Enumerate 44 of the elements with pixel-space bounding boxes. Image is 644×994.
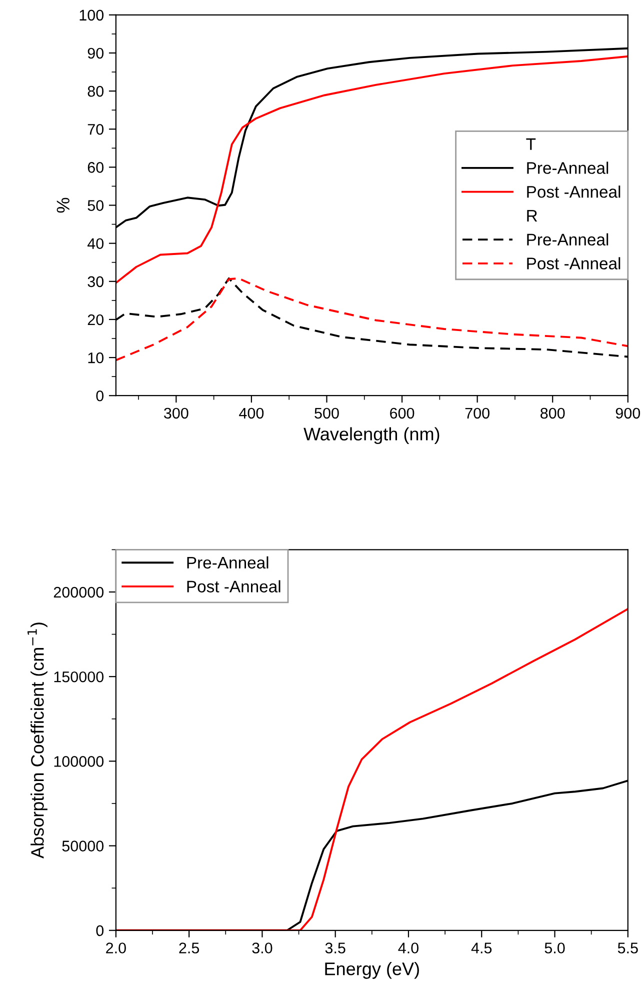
x-tick-label: 5.0: [544, 942, 565, 954]
legend-label: Post -Anneal: [527, 186, 620, 198]
y-tick-label: 150000: [54, 671, 104, 682]
y-tick-label: 70: [88, 124, 104, 135]
y-tick-label: 30: [88, 276, 104, 288]
y-tick-label: 0: [96, 925, 104, 936]
x-tick-label: 4.5: [471, 942, 492, 954]
y-tick-label: 60: [88, 162, 104, 173]
y-tick-label: 100: [80, 10, 104, 21]
y-tick-label: 50: [88, 200, 104, 211]
x-axis-title: Wavelength (nm): [304, 427, 440, 444]
x-tick-label: 600: [390, 408, 414, 419]
x-tick-label: 500: [314, 408, 339, 419]
y-tick-label: 10: [88, 352, 104, 364]
legend-label: Pre-Anneal: [527, 162, 608, 174]
x-tick-label: 2.5: [179, 942, 200, 954]
line-series: [116, 55, 628, 284]
annotation: R: [527, 210, 538, 222]
y-tick-label: 90: [88, 48, 104, 59]
x-tick-label: 4.0: [398, 942, 418, 954]
x-tick-label: 5.5: [618, 942, 638, 954]
x-tick-label: 2.0: [106, 942, 126, 954]
legend-label: Post -Anneal: [187, 580, 280, 592]
legend-label: Pre-Anneal: [187, 556, 268, 569]
x-tick-label: 3.0: [252, 942, 272, 954]
annotation: T: [526, 138, 536, 150]
y-tick-label: 200000: [54, 586, 104, 598]
legend-label: Pre-Anneal: [527, 233, 608, 246]
y-tick-label: 0: [96, 390, 104, 402]
x-tick-label: 700: [465, 408, 490, 419]
y-axis-title: %: [56, 198, 70, 213]
x-tick-label: 400: [239, 408, 264, 419]
x-tick-label: 3.5: [325, 942, 346, 954]
y-tick-label: 50000: [62, 840, 104, 852]
y-tick-label: 20: [88, 314, 104, 326]
y-tick-label: 40: [87, 238, 104, 250]
y-tick-label: 100000: [54, 756, 104, 767]
x-tick-label: 900: [616, 408, 640, 419]
y-tick-label: 80: [88, 86, 104, 97]
x-tick-label: 800: [540, 408, 565, 419]
y-axis-title: Absorption Coefficient (cm$^{−1}$): [28, 622, 48, 859]
x-axis-title: Energy (eV): [325, 962, 419, 979]
x-tick-label: 300: [164, 408, 188, 419]
legend-label: Post -Anneal: [527, 257, 620, 270]
